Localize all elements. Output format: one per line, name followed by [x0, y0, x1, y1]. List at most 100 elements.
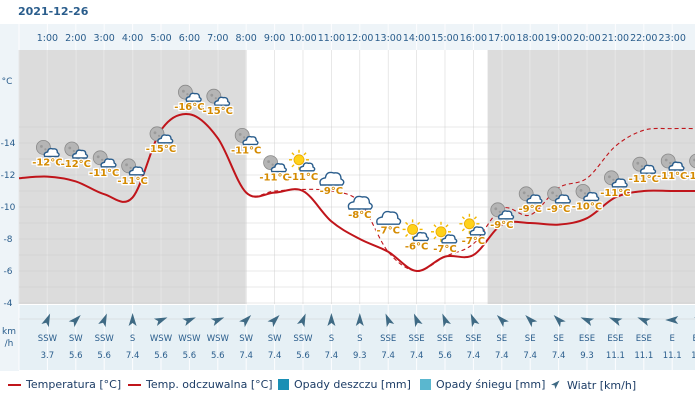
cloud-icon [376, 210, 402, 225]
temperature-label: -9°C [490, 220, 513, 231]
moon-crater [498, 210, 501, 213]
wind-arrow-icon [327, 313, 336, 326]
wind-direction-label: SE [525, 334, 536, 344]
temperature-label: -9°C [547, 204, 570, 215]
wind-speed-label: 7.4 [239, 351, 253, 361]
moon-crater [68, 146, 72, 150]
moon-shape [177, 84, 193, 100]
wind-speed-label: 7.4 [381, 351, 395, 361]
temperature-label: -11°C [629, 174, 659, 185]
wind-speed-label: 5.6 [438, 351, 452, 361]
sun-disc [463, 218, 475, 230]
hour-label: 2:00 [65, 33, 86, 44]
wind-speed-label: 7.4 [325, 351, 339, 361]
hour-label: 19:00 [545, 33, 572, 44]
wind-unit-label: /h [5, 339, 14, 349]
moon-crater [238, 133, 242, 136]
cloud-shape [100, 158, 117, 168]
temperature-label: -7°C [433, 244, 456, 255]
wind-arrow-icon [385, 313, 395, 328]
temperature-label: -11°C [288, 172, 318, 183]
wind-speed-label: 7.4 [495, 351, 509, 361]
wind-arrow-icon [550, 378, 562, 393]
wind-direction-label: SSW [38, 334, 58, 344]
wind-arrow-shape [553, 315, 566, 328]
temperature-label: -9°C [518, 204, 541, 215]
wind-arrow-shape [182, 317, 196, 326]
moon-cloud-icon [490, 202, 515, 220]
legend-item: Opady deszczu [mm] [278, 378, 411, 391]
wind-direction-label: SW [268, 334, 282, 344]
moon-shape [263, 155, 279, 171]
wind-speed-label: 11.1 [634, 351, 653, 361]
wind-arrow-icon [239, 315, 252, 328]
moon-shape [64, 141, 80, 157]
cloud-shape [347, 195, 373, 210]
wind-arrow-icon [553, 315, 566, 328]
y-tick-label: -6 [4, 267, 13, 277]
wind-speed-label: 9.3 [353, 351, 367, 361]
wind-arrow-icon [267, 315, 280, 328]
moon-cloud-icon [632, 156, 657, 174]
temperature-label: -11°C [600, 188, 630, 199]
wind-arrow-shape [355, 313, 364, 326]
feels-like-line [18, 113, 695, 272]
y-tick-label: -8 [4, 235, 13, 245]
legend-label: Wiatr [km/h] [567, 379, 637, 392]
sun-cloud-icon [431, 221, 458, 244]
temperature-label: -11°C [89, 168, 119, 179]
moon-cloud-icon [121, 158, 145, 176]
wind-direction-label: S [357, 334, 362, 344]
wind-arrow-icon [41, 313, 51, 328]
moon-shape [518, 186, 534, 202]
wind-direction-label: ESE [693, 334, 695, 344]
y-tick-label: -12 [1, 171, 16, 181]
moon-crater [101, 158, 104, 161]
moon-crater [125, 163, 128, 167]
wind-arrow-shape [128, 313, 137, 326]
hour-label: 10:00 [289, 33, 316, 44]
moon-crater [267, 160, 270, 164]
wind-arrow-shape [385, 313, 395, 328]
hour-label: 13:00 [375, 33, 402, 44]
wind-speed-label: 11.1 [663, 351, 682, 361]
temperature-label: -7°C [462, 236, 485, 247]
sun-ray [405, 221, 409, 225]
temperature-chart: 1:00 2:00 3:00 4:00 5:00 6:00 7:00 8:00 9:00 10:0… [0, 24, 695, 371]
wind-speed-label: 9.3 [580, 351, 594, 361]
moon-cloud-icon [149, 126, 174, 144]
wind-speed-label: 11.1 [691, 351, 695, 361]
legend-item: Wiatr [km/h] [550, 378, 636, 393]
moon-shape [206, 88, 222, 104]
temperature-label: -11°C [259, 173, 289, 184]
moon-crater [44, 148, 47, 151]
moon-shape [234, 127, 250, 143]
sun-ray [473, 216, 477, 220]
wind-arrow-icon [153, 317, 168, 326]
temperature-label: -16°C [174, 102, 204, 113]
wind-speed-label: 7.4 [552, 351, 566, 361]
wind-speed-label: 3.7 [41, 351, 55, 361]
wind-arrow-icon [128, 313, 137, 326]
wind-arrow-shape [470, 313, 480, 328]
moon-cloud-icon [575, 183, 600, 202]
moon-crater [72, 149, 75, 153]
sun-disc [435, 226, 447, 238]
cloud-shape [412, 231, 429, 242]
cloud-shape [157, 134, 174, 144]
moon-crater [157, 134, 161, 137]
wind-arrow-shape [210, 317, 225, 326]
wind-arrow-shape [496, 315, 509, 328]
wind-direction-label: S [130, 334, 135, 344]
sun-cloud-icon [459, 213, 486, 236]
hour-label: 8:00 [236, 33, 257, 44]
wind-direction-label: SSW [95, 334, 115, 344]
moon-cloud-icon [660, 153, 685, 171]
legend-box-swatch [420, 379, 431, 390]
wind-arrow-icon [496, 315, 509, 328]
hour-label: 23:00 [659, 33, 686, 44]
moon-crater [40, 145, 43, 148]
moon-crater [153, 131, 157, 135]
wind-arrow-icon [442, 313, 451, 328]
moon-shape [92, 150, 108, 166]
